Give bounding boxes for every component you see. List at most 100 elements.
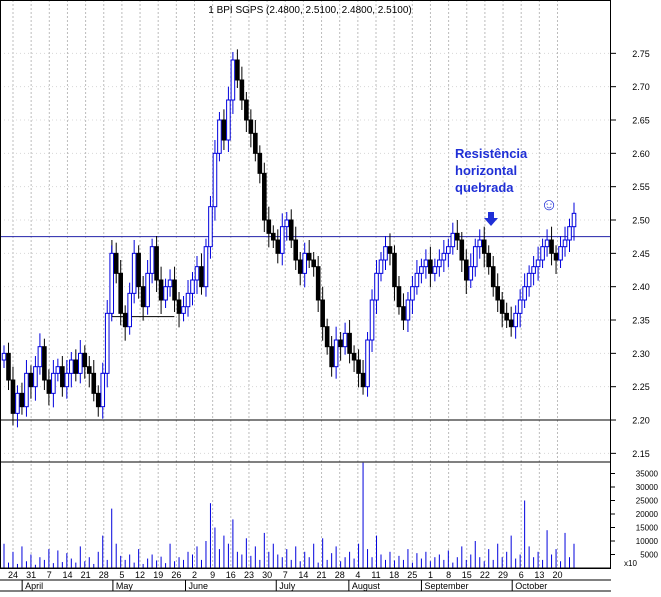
horizontal-lines: [0, 236, 611, 421]
candle-body: [432, 266, 438, 274]
date-tick-label: 16: [226, 570, 236, 580]
candle-body: [69, 359, 74, 374]
candle-body: [154, 246, 159, 281]
candle-body: [365, 339, 370, 388]
volume-tick-label: 30000: [636, 483, 659, 492]
plot-frame: [0, 0, 611, 592]
candle-body: [387, 246, 393, 254]
date-tick-label: 9: [210, 570, 215, 580]
candle-body: [118, 272, 123, 314]
candle-body: [1, 352, 7, 361]
candle-body: [441, 252, 447, 261]
date-tick-label: 31: [26, 570, 36, 580]
candle-body: [51, 372, 56, 394]
annotation-line-3: quebrada: [455, 180, 514, 195]
candle-body: [504, 312, 509, 321]
smiley-icon: ☺: [540, 195, 557, 214]
candle-body: [396, 286, 402, 308]
price-tick-label: 2.15: [632, 449, 650, 459]
volume-tick-label: 10000: [636, 537, 659, 546]
candle-body: [145, 272, 150, 308]
candle-body: [149, 246, 155, 274]
candle-body: [544, 239, 550, 248]
candle-body: [567, 226, 572, 241]
candles: [1, 49, 577, 428]
candle-body: [194, 266, 200, 281]
date-tick-label: 7: [283, 570, 288, 580]
price-tick-label: 2.50: [632, 216, 650, 226]
candle-body: [46, 379, 52, 394]
date-tick-label: 29: [498, 570, 508, 580]
candle-body: [374, 272, 379, 301]
date-tick-label: 26: [171, 570, 181, 580]
candle-body: [275, 239, 281, 254]
candle-body: [235, 59, 240, 81]
candle-body: [356, 359, 361, 374]
date-tick-label: 19: [153, 570, 163, 580]
candle-body: [495, 286, 501, 301]
date-tick-label: 7: [47, 570, 52, 580]
date-tick-label: 2: [192, 570, 197, 580]
date-tick-label: 30: [262, 570, 272, 580]
candle-body: [15, 392, 20, 414]
candle-body: [297, 259, 303, 274]
candle-body: [369, 299, 375, 341]
candle-body: [347, 332, 352, 354]
date-tick-label: 5: [119, 570, 124, 580]
candle-body: [226, 99, 231, 141]
date-tick-label: 14: [298, 570, 308, 580]
candle-body: [55, 366, 61, 374]
candle-body: [244, 99, 249, 121]
volume-axis: 5000 10000 15000 20000 25000 30000 35000: [611, 470, 659, 560]
volume-bars: [3, 462, 575, 568]
candle-body: [329, 346, 334, 368]
candle-body: [455, 232, 460, 241]
volume-tick-label: 15000: [636, 524, 659, 533]
price-tick-label: 2.45: [632, 249, 650, 259]
date-tick-label: 12: [135, 570, 145, 580]
price-tick-label: 2.20: [632, 416, 650, 426]
annotation-line-1: Resistência: [455, 146, 528, 161]
candle-body: [531, 266, 536, 274]
candle-body: [284, 219, 290, 228]
annotation-line-2: horizontal: [455, 163, 517, 178]
candle-body: [33, 366, 38, 388]
candle-body: [477, 239, 483, 248]
candle-body: [446, 246, 451, 254]
date-tick-label: 28: [99, 570, 109, 580]
candle-body: [82, 352, 88, 368]
candle-body: [401, 306, 406, 321]
candle-body: [522, 286, 527, 301]
candle-body: [19, 392, 25, 408]
month-label: April: [25, 581, 43, 591]
candle-body: [10, 379, 16, 414]
candle-body: [468, 266, 474, 281]
candle-body: [553, 252, 559, 261]
frame-border: [0, 0, 611, 569]
candle-body: [176, 299, 182, 314]
date-tick-label: 15: [462, 570, 472, 580]
candle-body: [540, 246, 545, 261]
candle-body: [24, 372, 29, 408]
candle-body: [212, 152, 218, 208]
candle-body: [100, 372, 106, 408]
volume-tick-label: 20000: [636, 510, 659, 519]
date-tick-label: 22: [480, 570, 490, 580]
month-label: July: [279, 581, 296, 591]
candle-body: [239, 79, 245, 101]
candle-body: [230, 59, 236, 101]
candle-body: [158, 279, 164, 301]
candle-body: [122, 312, 128, 328]
candle-body: [109, 252, 115, 314]
date-tick-label: 1: [428, 570, 433, 580]
candle-body: [279, 226, 285, 254]
candle-body: [517, 299, 523, 314]
annotation: Resistência horizontal quebrada ☺: [455, 146, 558, 226]
candle-body: [513, 312, 518, 328]
candle-body: [6, 352, 11, 381]
price-tick-label: 2.70: [632, 82, 650, 92]
candle-body: [257, 152, 263, 174]
candle-body: [86, 366, 92, 374]
candle-body: [459, 239, 465, 261]
